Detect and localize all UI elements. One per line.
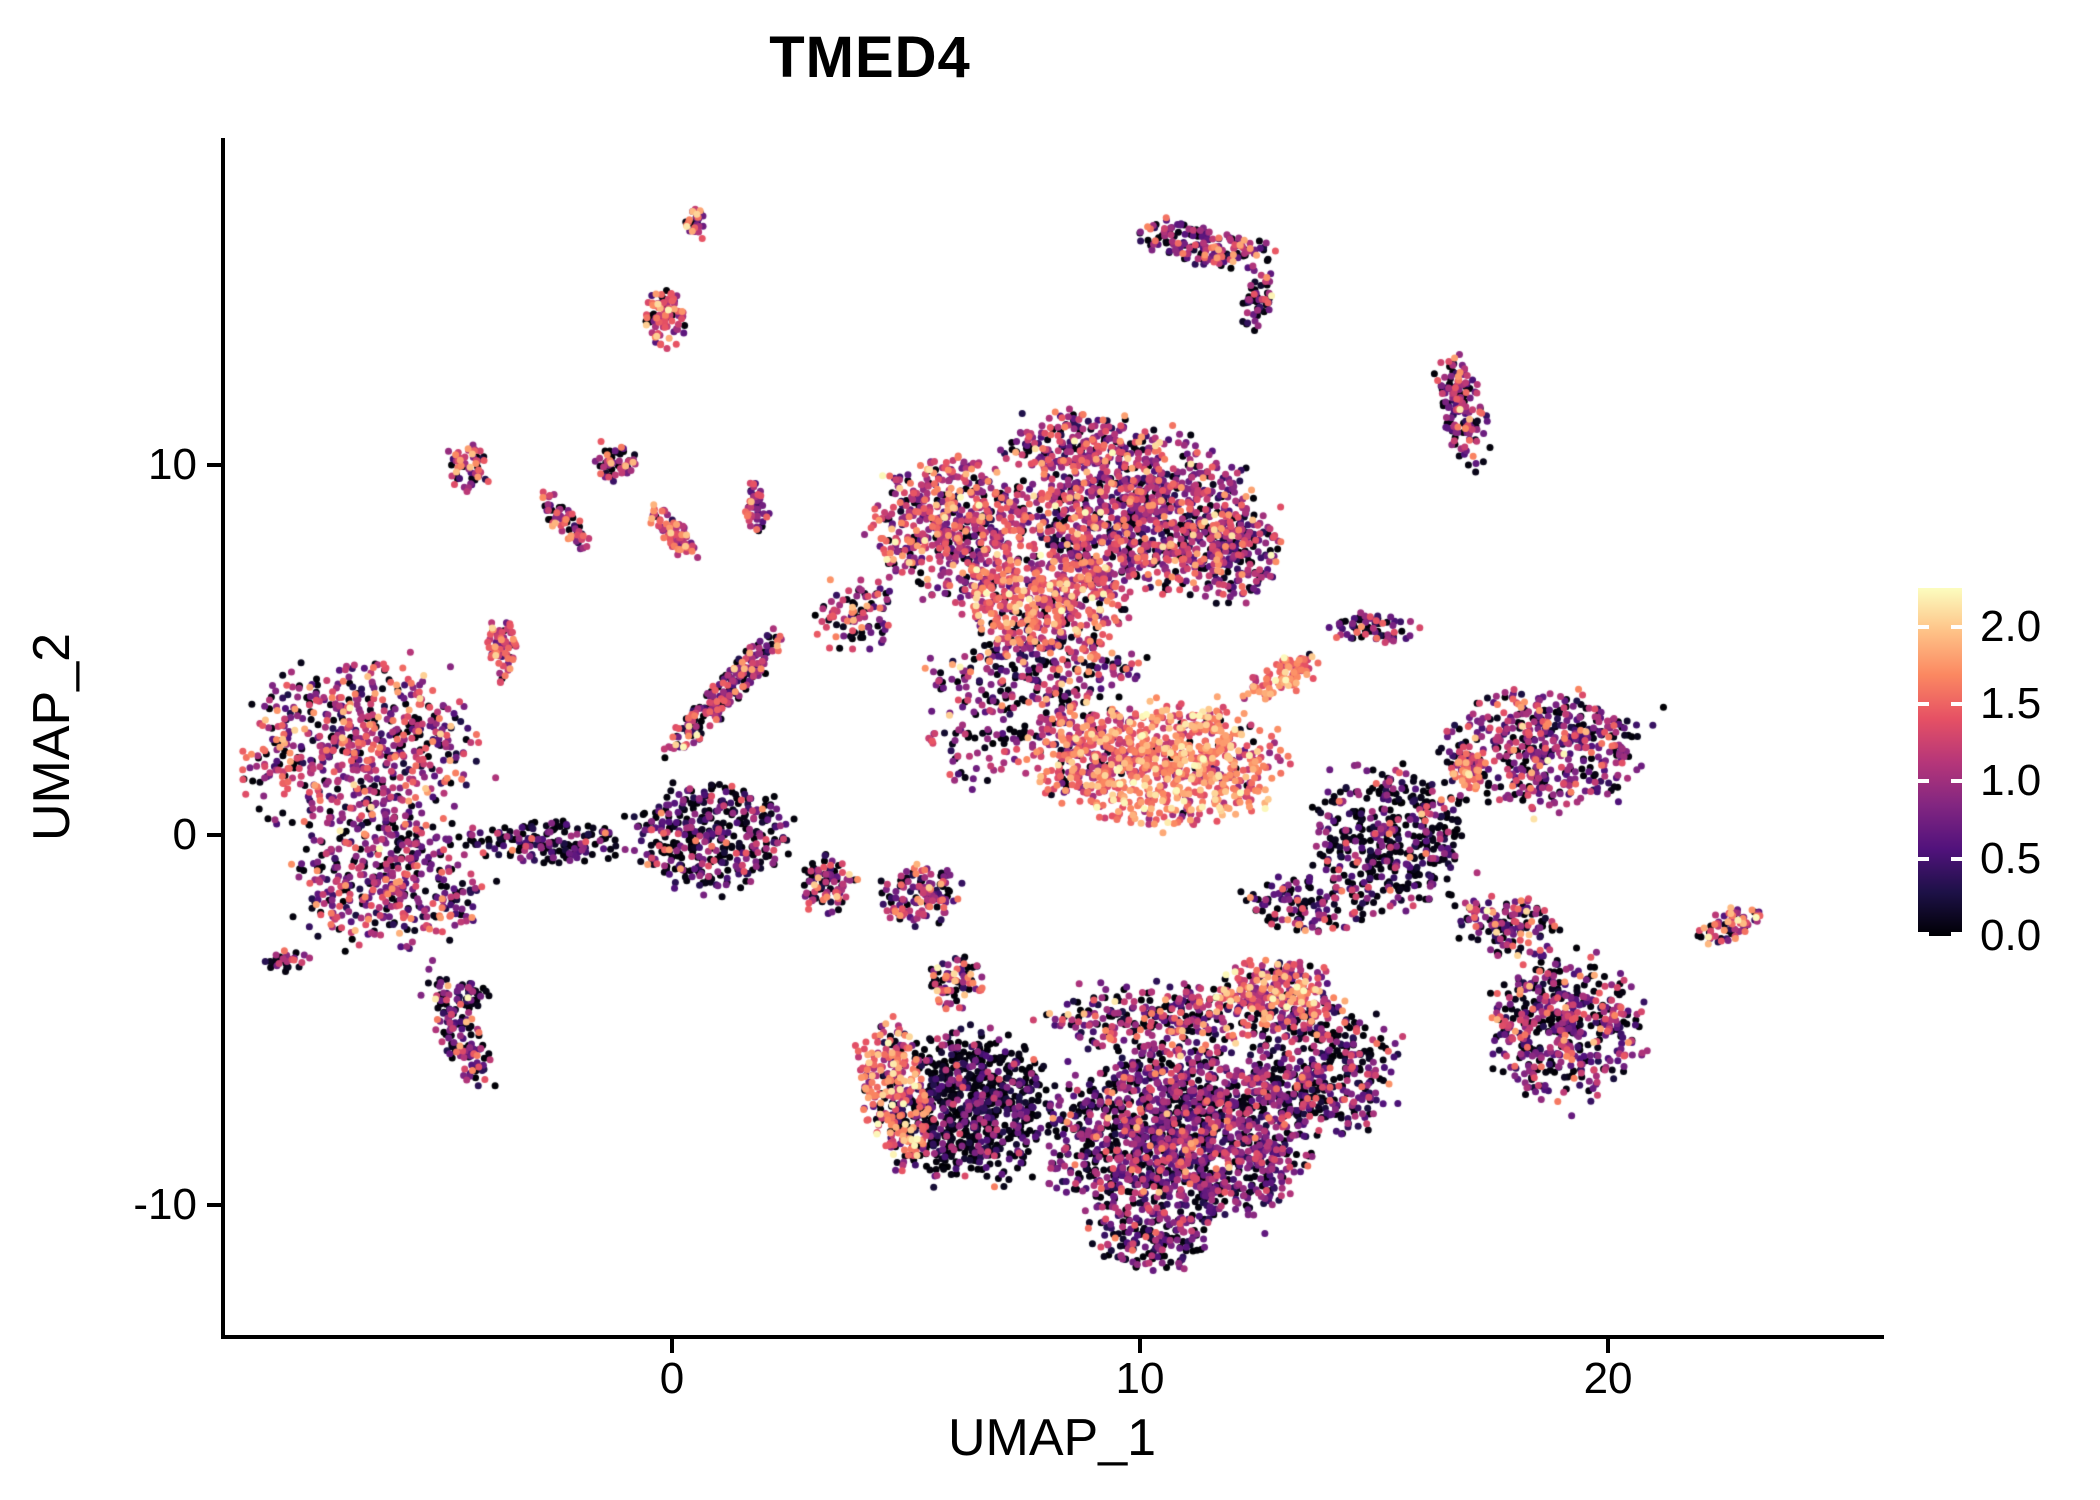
y-tick-mark [207, 833, 221, 838]
chart-title: TMED4 [769, 25, 971, 90]
legend-tick-mark [1918, 932, 1929, 936]
x-axis-line [221, 1335, 1884, 1339]
legend-colorbar [1918, 588, 1962, 936]
legend-tick-mark [1918, 702, 1929, 706]
legend-tick-mark [1918, 856, 1929, 861]
legend: 2.0 1.5 1.0 0.5 0.0 [1918, 588, 2098, 960]
y-tick-label: 0 [172, 810, 197, 860]
y-tick-mark [207, 1203, 221, 1208]
x-tick-mark [1138, 1339, 1143, 1353]
x-tick-label: 20 [1583, 1354, 1633, 1403]
x-tick-mark [1606, 1339, 1611, 1353]
x-axis-title: UMAP_1 [947, 1409, 1157, 1467]
plot-panel [225, 140, 1880, 1335]
scatter-canvas [225, 140, 1880, 1335]
legend-tick-label: 2.0 [1980, 601, 2042, 651]
legend-tick-mark [1951, 624, 1962, 629]
legend-tick-label: 0.5 [1980, 833, 2042, 883]
y-tick-label: 10 [148, 440, 197, 490]
legend-tick-mark [1951, 702, 1962, 706]
y-tick-mark [207, 463, 221, 468]
legend-tick-mark [1951, 779, 1962, 784]
x-tick-mark [669, 1339, 674, 1353]
legend-tick-label: 1.0 [1980, 756, 2042, 806]
legend-tick-mark [1951, 856, 1962, 861]
y-axis-line [221, 138, 225, 1339]
legend-tick-mark [1918, 624, 1929, 629]
legend-tick-mark [1918, 779, 1929, 784]
y-tick-label: -10 [133, 1180, 197, 1230]
legend-tick-mark [1951, 932, 1962, 936]
legend-tick-label: 1.5 [1980, 679, 2042, 728]
x-tick-label: 10 [1115, 1354, 1165, 1403]
legend-tick-label: 0.0 [1980, 911, 2042, 960]
x-tick-label: 0 [659, 1354, 685, 1403]
